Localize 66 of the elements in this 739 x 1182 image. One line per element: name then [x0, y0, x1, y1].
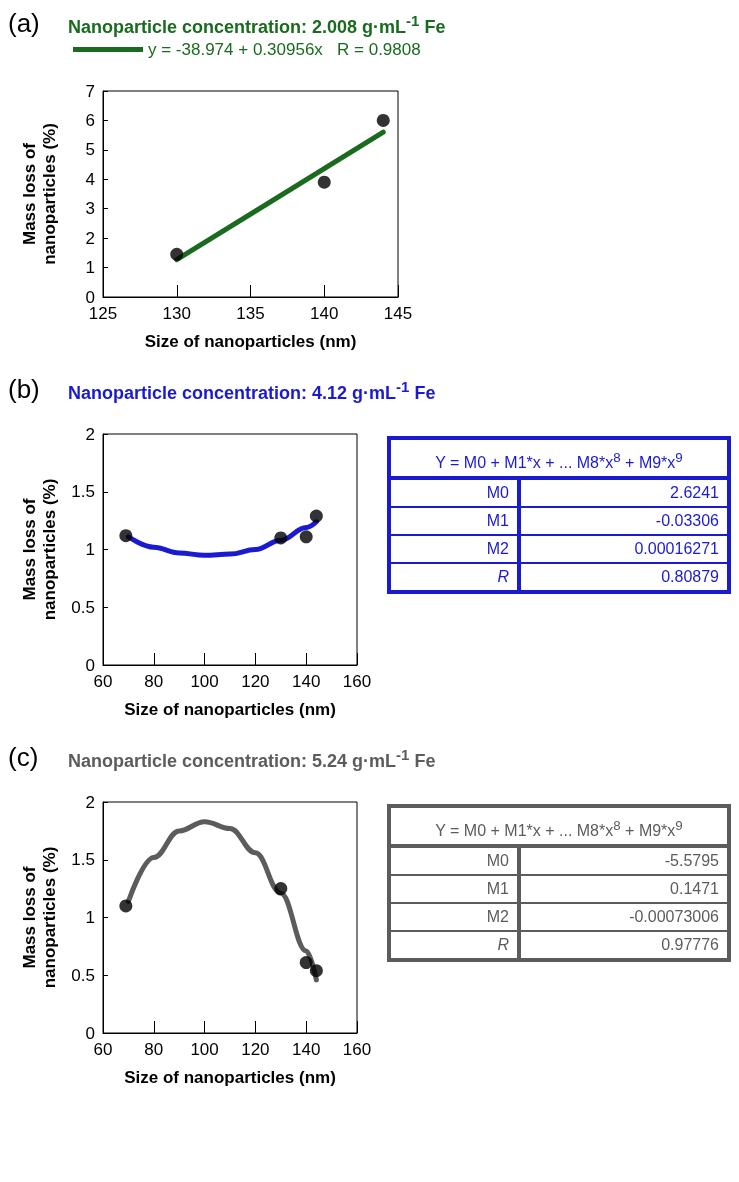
x-tick-label: 125	[88, 304, 118, 323]
text: (b)	[8, 374, 41, 405]
y-tick-label: 2	[85, 228, 95, 248]
x-tick-label: 120	[241, 672, 270, 691]
x-tick-label: 60	[93, 1040, 113, 1059]
y-tick-label: 1.5	[71, 850, 95, 870]
text: 0.1471	[519, 875, 729, 904]
x-tick-label: 130	[162, 304, 191, 323]
x-tick-label: 140	[292, 1040, 321, 1059]
text: Y = M0 + M1*x + ... M8*x$^{8}$ + M9*x$^{9}$	[389, 438, 729, 479]
x-tick-label: 80	[144, 1040, 164, 1059]
text: 0.00016271	[519, 535, 729, 564]
x-axis-title: Size of nanoparticles (nm)	[144, 331, 357, 351]
text: M2	[389, 903, 519, 932]
x-tick-label: 100	[190, 672, 219, 691]
text: 0.97776	[519, 931, 729, 961]
text: -5.5795	[519, 846, 729, 876]
y-axis-title: Mass loss of nanoparticles (%)	[19, 846, 59, 989]
x-tick-label: 60	[93, 672, 113, 691]
y-tick-label: 0	[85, 287, 95, 307]
x-tick-label: 160	[342, 1040, 372, 1059]
y-tick-label: 4	[85, 169, 95, 189]
y-tick-label: 1	[85, 540, 95, 559]
text: 2.6241	[519, 478, 729, 508]
y-tick-label: 5	[85, 140, 95, 160]
x-axis-title: Size of nanoparticles (nm)	[124, 1067, 336, 1087]
x-tick-label: 145	[383, 304, 413, 323]
text: 0.80879	[519, 563, 729, 593]
text: -0.03306	[519, 507, 729, 536]
x-tick-label: 140	[292, 672, 321, 691]
chart-title: Nanoparticle concentration: 5.24 g·mL$^{-1}$ Fe	[68, 746, 436, 772]
y-axis-title: Mass loss of nanoparticles (%)	[19, 123, 59, 265]
legend-label: y = -38.974 + 0.30956x R = 0.9808	[148, 40, 421, 59]
x-tick-label: 100	[190, 1040, 219, 1059]
text: M1	[389, 507, 519, 536]
y-tick-label: 6	[85, 110, 95, 130]
text: M0	[389, 846, 519, 876]
x-tick-label: 120	[241, 1040, 270, 1059]
text: M1	[389, 875, 519, 904]
y-tick-label: 1	[85, 258, 95, 278]
y-tick-label: 0	[85, 655, 95, 675]
y-tick-label: 0	[85, 1023, 95, 1043]
text: Y = M0 + M1*x + ... M8*x$^{8}$ + M9*x$^{9}$	[389, 806, 729, 847]
text: M2	[389, 535, 519, 564]
text: -0.00073006	[519, 903, 729, 932]
x-tick-label: 135	[236, 304, 265, 323]
x-tick-label: 80	[144, 672, 164, 691]
x-tick-label: 140	[310, 304, 339, 323]
y-axis-title: Mass loss of nanoparticles (%)	[19, 478, 59, 621]
y-tick-label: 2	[85, 424, 95, 444]
chart-title: Nanoparticle concentration: 2.008 g·mL$^{-1}$ Fe	[68, 12, 446, 38]
text: (a)	[8, 8, 41, 39]
text: R	[389, 931, 519, 961]
y-tick-label: 1	[85, 908, 95, 927]
y-tick-label: 7	[85, 81, 95, 101]
x-tick-label: 160	[342, 672, 372, 691]
x-axis-title: Size of nanoparticles (nm)	[124, 699, 336, 719]
y-tick-label: 0.5	[71, 965, 95, 985]
y-tick-label: 1.5	[71, 482, 95, 502]
text: (c)	[8, 742, 40, 773]
y-tick-label: 3	[85, 199, 95, 219]
text: M0	[389, 478, 519, 508]
y-tick-label: 0.5	[71, 597, 95, 617]
chart-title: Nanoparticle concentration: 4.12 g·mL$^{-1}$ Fe	[68, 378, 436, 404]
text: R	[389, 563, 519, 593]
y-tick-label: 2	[85, 792, 95, 812]
